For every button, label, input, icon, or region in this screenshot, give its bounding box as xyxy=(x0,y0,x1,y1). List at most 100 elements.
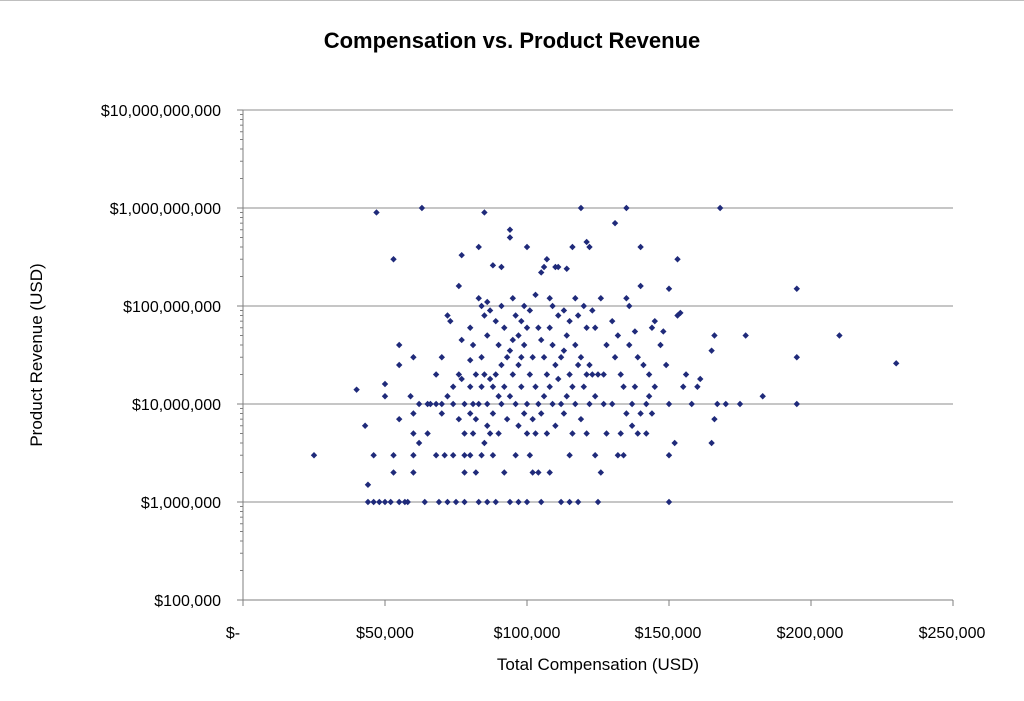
data-point xyxy=(552,361,559,369)
data-point xyxy=(509,371,516,378)
y-tick-label: $10,000,000,000 xyxy=(101,103,221,120)
data-point xyxy=(529,415,536,423)
data-point xyxy=(603,341,610,349)
data-point xyxy=(390,256,397,263)
data-point xyxy=(515,422,522,429)
data-point xyxy=(489,262,497,269)
data-point xyxy=(597,295,605,302)
data-point xyxy=(665,400,673,408)
data-point xyxy=(461,498,468,506)
data-point xyxy=(415,439,423,447)
data-point xyxy=(549,400,556,408)
data-point xyxy=(520,341,528,349)
data-point xyxy=(532,291,539,299)
data-point xyxy=(637,282,644,290)
data-point xyxy=(529,354,536,361)
data-point xyxy=(475,295,482,302)
data-point xyxy=(498,361,505,369)
data-point xyxy=(793,400,800,408)
data-point xyxy=(555,375,562,383)
data-point xyxy=(546,383,553,390)
data-point xyxy=(538,336,545,344)
data-point xyxy=(665,452,673,459)
data-point xyxy=(628,400,636,408)
data-point xyxy=(538,498,545,506)
data-point xyxy=(458,375,465,383)
data-point xyxy=(467,383,474,390)
data-point xyxy=(586,361,593,369)
data-points xyxy=(310,204,900,506)
data-point xyxy=(538,410,545,417)
data-point xyxy=(546,295,553,302)
data-point xyxy=(609,317,616,325)
data-point xyxy=(469,341,477,349)
data-point xyxy=(714,400,721,408)
data-point xyxy=(486,375,494,383)
data-point xyxy=(447,317,454,325)
data-point xyxy=(836,332,843,339)
data-point xyxy=(518,354,525,361)
data-point xyxy=(478,302,485,310)
data-point xyxy=(555,263,562,271)
data-point xyxy=(722,400,729,408)
data-point xyxy=(540,393,548,400)
data-point xyxy=(495,430,502,437)
data-point xyxy=(594,498,602,506)
data-point xyxy=(481,312,488,319)
data-point xyxy=(353,386,360,393)
data-point xyxy=(438,400,445,408)
data-point xyxy=(736,400,744,408)
data-point xyxy=(381,380,389,388)
data-point xyxy=(546,324,553,331)
data-point xyxy=(583,430,590,437)
data-point xyxy=(620,452,627,459)
data-point xyxy=(742,332,749,339)
data-point xyxy=(526,307,534,314)
data-point xyxy=(441,452,448,459)
data-point xyxy=(711,415,718,423)
y-tick-label: $100,000,000 xyxy=(123,299,221,316)
data-point xyxy=(623,410,630,417)
data-point xyxy=(617,371,624,378)
data-point xyxy=(680,383,687,390)
data-point xyxy=(469,430,477,437)
data-point xyxy=(688,400,695,408)
data-point xyxy=(563,265,570,272)
data-point xyxy=(498,302,505,310)
data-point xyxy=(506,393,514,400)
data-point xyxy=(467,356,474,364)
data-point xyxy=(535,469,542,476)
data-point xyxy=(518,383,525,390)
data-point xyxy=(569,383,576,390)
data-point xyxy=(438,410,445,417)
data-point xyxy=(532,383,539,390)
data-point xyxy=(611,219,619,227)
data-point xyxy=(484,498,491,506)
data-point xyxy=(410,452,417,459)
data-point xyxy=(506,226,514,233)
data-point xyxy=(566,371,573,378)
data-point xyxy=(503,354,511,361)
data-point xyxy=(475,400,482,408)
data-point xyxy=(404,498,411,506)
data-point xyxy=(484,298,491,306)
data-point xyxy=(640,361,647,369)
data-point xyxy=(370,498,377,506)
y-tick-label: $1,000,000 xyxy=(141,495,221,512)
gridlines xyxy=(243,109,953,503)
data-point xyxy=(449,383,457,390)
data-point xyxy=(572,400,579,408)
data-point xyxy=(569,430,576,437)
data-point xyxy=(574,498,582,506)
data-point xyxy=(438,354,445,361)
data-point xyxy=(467,452,474,459)
data-point xyxy=(609,400,616,408)
data-point xyxy=(538,269,545,276)
data-point xyxy=(495,341,502,349)
data-point xyxy=(432,400,440,408)
data-point xyxy=(506,498,514,506)
data-point xyxy=(396,415,403,423)
data-point xyxy=(373,209,380,216)
data-point xyxy=(566,452,573,459)
data-point xyxy=(484,332,491,339)
